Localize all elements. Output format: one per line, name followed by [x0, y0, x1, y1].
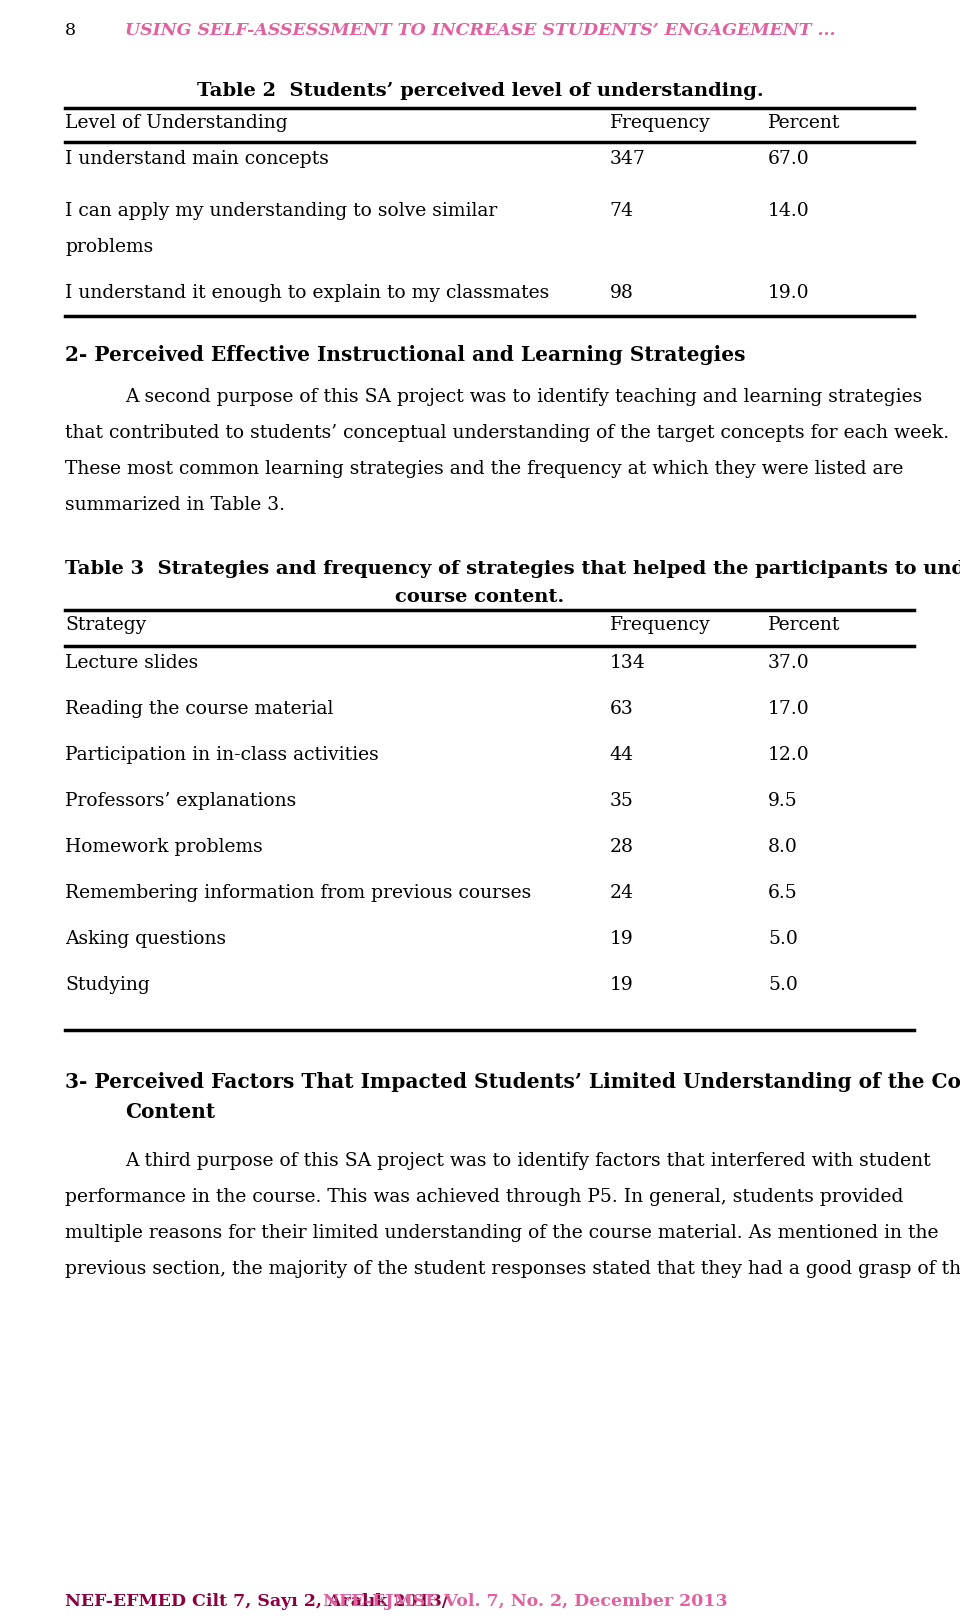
- Text: 134: 134: [610, 653, 645, 673]
- Text: Frequency: Frequency: [610, 113, 710, 131]
- Text: Asking questions: Asking questions: [65, 930, 227, 948]
- Text: Table 3  Strategies and frequency of strategies that helped the participants to : Table 3 Strategies and frequency of stra…: [65, 559, 960, 579]
- Text: Strategy: Strategy: [65, 616, 147, 634]
- Text: Lecture slides: Lecture slides: [65, 653, 199, 673]
- Text: 8: 8: [65, 23, 76, 39]
- Text: I understand it enough to explain to my classmates: I understand it enough to explain to my …: [65, 284, 549, 302]
- Text: Participation in in-class activities: Participation in in-class activities: [65, 746, 379, 763]
- Text: 37.0: 37.0: [768, 653, 809, 673]
- Text: 3- Perceived Factors That Impacted Students’ Limited Understanding of the Course: 3- Perceived Factors That Impacted Stude…: [65, 1071, 960, 1093]
- Text: NEF-EFMED Cilt 7, Sayı 2, Aralık 2013/: NEF-EFMED Cilt 7, Sayı 2, Aralık 2013/: [65, 1593, 454, 1610]
- Text: course content.: course content.: [396, 588, 564, 606]
- Text: previous section, the majority of the student responses stated that they had a g: previous section, the majority of the st…: [65, 1260, 960, 1277]
- Text: 63: 63: [610, 700, 634, 718]
- Text: problems: problems: [65, 238, 154, 256]
- Text: 8.0: 8.0: [768, 838, 798, 856]
- Text: 5.0: 5.0: [768, 976, 798, 994]
- Text: 6.5: 6.5: [768, 883, 798, 901]
- Text: 2- Perceived Effective Instructional and Learning Strategies: 2- Perceived Effective Instructional and…: [65, 345, 746, 365]
- Text: 44: 44: [610, 746, 634, 763]
- Text: performance in the course. This was achieved through P5. In general, students pr: performance in the course. This was achi…: [65, 1188, 903, 1206]
- Text: Professors’ explanations: Professors’ explanations: [65, 793, 297, 810]
- Text: 14.0: 14.0: [768, 203, 809, 220]
- Text: Table 2  Students’ perceived level of understanding.: Table 2 Students’ perceived level of und…: [197, 83, 763, 101]
- Text: 35: 35: [610, 793, 634, 810]
- Text: 19: 19: [610, 930, 634, 948]
- Text: 5.0: 5.0: [768, 930, 798, 948]
- Text: 19.0: 19.0: [768, 284, 809, 302]
- Text: that contributed to students’ conceptual understanding of the target concepts fo: that contributed to students’ conceptual…: [65, 425, 949, 443]
- Text: summarized in Table 3.: summarized in Table 3.: [65, 496, 285, 514]
- Text: Percent: Percent: [768, 113, 840, 131]
- Text: Content: Content: [125, 1102, 215, 1122]
- Text: I understand main concepts: I understand main concepts: [65, 151, 329, 169]
- Text: 17.0: 17.0: [768, 700, 809, 718]
- Text: 74: 74: [610, 203, 634, 220]
- Text: 98: 98: [610, 284, 634, 302]
- Text: Homework problems: Homework problems: [65, 838, 263, 856]
- Text: USING SELF-ASSESSMENT TO INCREASE STUDENTS’ ENGAGEMENT ...: USING SELF-ASSESSMENT TO INCREASE STUDEN…: [125, 23, 835, 39]
- Text: Studying: Studying: [65, 976, 150, 994]
- Text: NFE-EJMSE Vol. 7, No. 2, December 2013: NFE-EJMSE Vol. 7, No. 2, December 2013: [324, 1593, 728, 1610]
- Text: Remembering information from previous courses: Remembering information from previous co…: [65, 883, 532, 901]
- Text: multiple reasons for their limited understanding of the course material. As ment: multiple reasons for their limited under…: [65, 1224, 939, 1242]
- Text: A third purpose of this SA project was to identify factors that interfered with : A third purpose of this SA project was t…: [125, 1153, 930, 1170]
- Text: 12.0: 12.0: [768, 746, 809, 763]
- Text: 9.5: 9.5: [768, 793, 798, 810]
- Text: A second purpose of this SA project was to identify teaching and learning strate: A second purpose of this SA project was …: [125, 387, 922, 405]
- Text: Frequency: Frequency: [610, 616, 710, 634]
- Text: 347: 347: [610, 151, 645, 169]
- Text: Level of Understanding: Level of Understanding: [65, 113, 288, 131]
- Text: I can apply my understanding to solve similar: I can apply my understanding to solve si…: [65, 203, 497, 220]
- Text: Reading the course material: Reading the course material: [65, 700, 334, 718]
- Text: 28: 28: [610, 838, 634, 856]
- Text: These most common learning strategies and the frequency at which they were liste: These most common learning strategies an…: [65, 460, 903, 478]
- Text: 24: 24: [610, 883, 634, 901]
- Text: Percent: Percent: [768, 616, 840, 634]
- Text: 67.0: 67.0: [768, 151, 809, 169]
- Text: 19: 19: [610, 976, 634, 994]
